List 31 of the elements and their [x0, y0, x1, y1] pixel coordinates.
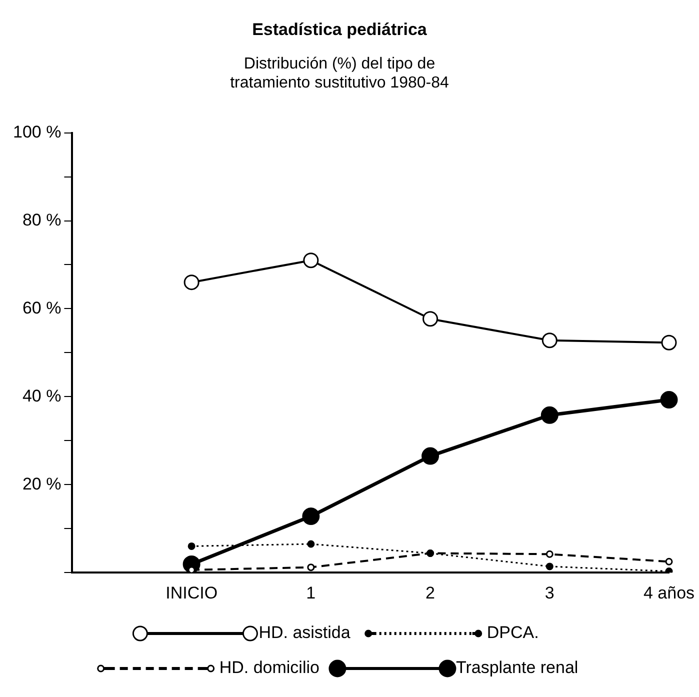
- point: [546, 562, 554, 570]
- x-tick-label: 1: [306, 583, 316, 602]
- point: [184, 274, 200, 290]
- x-tick-label: 2: [426, 583, 436, 602]
- point: [542, 332, 558, 348]
- chart-title: Estadística pediátrica: [252, 20, 428, 39]
- point: [302, 508, 320, 526]
- point: [303, 252, 319, 268]
- point: [307, 564, 315, 572]
- y-tick-label: 60 %: [22, 298, 62, 318]
- x-tick-label: 3: [544, 583, 554, 602]
- y-tick-label: 100 %: [13, 122, 62, 142]
- legend-label: Trasplante renal: [456, 658, 578, 678]
- legend-label: DPCA.: [486, 623, 539, 642]
- point: [660, 391, 678, 409]
- point: [661, 334, 677, 350]
- y-tick-label: 40 %: [22, 386, 62, 406]
- y-tick-label: 80 %: [22, 210, 62, 230]
- point: [546, 550, 554, 558]
- point: [422, 311, 438, 327]
- y-tick-label: 20 %: [22, 474, 62, 494]
- x-tick-label: INICIO: [166, 583, 218, 602]
- point: [422, 447, 440, 465]
- point: [665, 558, 673, 566]
- x-tick-label: 4 años: [643, 583, 695, 602]
- point: [188, 542, 196, 550]
- legend-label: HD. domicilio: [219, 658, 320, 678]
- point: [540, 406, 558, 424]
- chart-subtitle: Distribución (%) del tipo de tratamiento sustitutivo 1980-84: [230, 55, 449, 92]
- legend-label: HD. asistida: [258, 623, 351, 642]
- point: [307, 540, 315, 548]
